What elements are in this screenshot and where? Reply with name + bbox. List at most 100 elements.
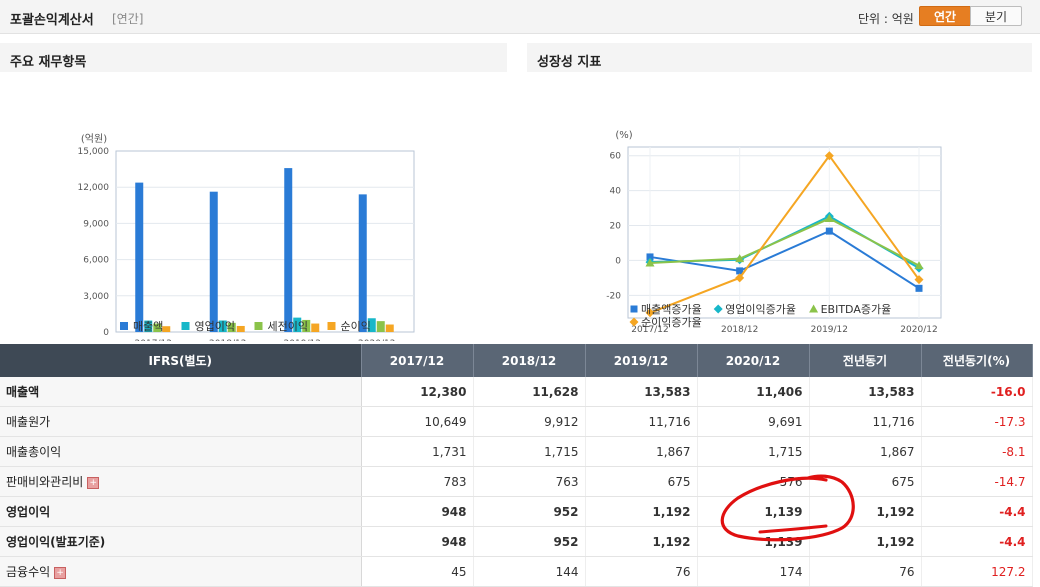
series-line-EBITDA증가율	[649, 217, 920, 267]
y-tick-label: 60	[610, 152, 622, 162]
table-cell: 952	[473, 526, 586, 557]
bar-영업이익	[144, 320, 153, 332]
table-cell: 1,192	[585, 526, 698, 557]
table-cell: 948	[361, 526, 474, 557]
table-cell: 127.2	[921, 556, 1033, 587]
table-cell: 13,583	[585, 377, 698, 407]
bar-매출액	[284, 168, 293, 332]
table-cell: 11,716	[809, 406, 922, 437]
table-cell: 11,716	[585, 406, 698, 437]
unit-label: 단위 : 억원	[858, 12, 914, 26]
data-point-EBITDA증가율	[735, 254, 745, 263]
x-tick-label: 2017/12	[135, 339, 172, 341]
bar-매출액	[209, 191, 218, 332]
table-cell: 952	[473, 496, 586, 527]
table-cell: -14.7	[921, 466, 1033, 497]
data-point-EBITDA증가율	[645, 258, 655, 267]
bar-세전이익	[153, 323, 162, 332]
row-label: 매출총이익	[0, 436, 362, 467]
bar-매출액	[135, 182, 144, 332]
series-line-매출액증가율	[649, 229, 920, 290]
x-tick-label: 2018/12	[721, 325, 758, 335]
data-point-매출액증가율	[825, 227, 833, 235]
header-label-column: IFRS(별도)	[0, 344, 362, 377]
table-cell: 10,649	[361, 406, 474, 437]
data-point-EBITDA증가율	[914, 261, 924, 270]
series-line-순이익증가율	[649, 154, 920, 314]
table-row: 영업이익(발표기준) 948 952 1,192 1,139 1,192 -4.4	[0, 526, 1033, 557]
bar-영업이익	[367, 318, 376, 332]
legend-swatch	[120, 322, 128, 330]
tab-annual[interactable]: 연간	[919, 6, 971, 26]
legend-marker	[630, 305, 638, 313]
legend-label: EBITDA증가율	[821, 303, 892, 316]
legend-marker	[809, 304, 819, 313]
panel-header: 성장성 지표	[527, 43, 1032, 72]
tab-quarterly[interactable]: 분기	[970, 6, 1022, 26]
data-point-순이익증가율	[735, 273, 745, 283]
column-header: 전년동기	[809, 344, 922, 377]
x-tick-label: 2019/12	[811, 325, 848, 335]
bar-매출액	[358, 194, 367, 332]
column-header: 2019/12	[585, 344, 698, 377]
y-tick-label: 20	[610, 222, 622, 232]
bar-순이익	[311, 323, 320, 332]
legend-label: 순이익증가율	[641, 316, 702, 329]
table-cell: 11,628	[473, 377, 586, 407]
y-tick-label: 0	[103, 328, 109, 338]
table-cell: 1,715	[473, 436, 586, 467]
y-axis-label: (억원)	[81, 133, 107, 145]
bar-순이익	[236, 325, 245, 332]
table-cell: -17.3	[921, 406, 1033, 437]
table-cell: -8.1	[921, 436, 1033, 467]
panel-header: 주요 재무항목	[0, 43, 507, 72]
x-tick-label: 2020/12	[358, 339, 395, 341]
table-cell: 9,912	[473, 406, 586, 437]
y-tick-label: 3,000	[83, 292, 109, 302]
column-header: 2017/12	[361, 344, 474, 377]
bar-세전이익	[227, 322, 236, 332]
period-subtitle: [연간]	[112, 12, 144, 26]
legend-marker	[629, 317, 639, 327]
expand-plus-icon[interactable]: +	[87, 476, 100, 489]
table-row: 금융수익 +45 144 76 174 76 127.2	[0, 556, 1033, 587]
y-tick-label: -20	[606, 291, 621, 301]
table-cell: 1,192	[809, 526, 922, 557]
plot-area	[627, 146, 942, 319]
legend-label: 순이익	[341, 320, 371, 333]
key-financials-panel: 주요 재무항목 15,000 12,000 9,000 6,000 3,000 0 (억원)…	[0, 43, 507, 341]
table-row: 매출원가 10,649 9,912 11,716 9,691 11,716 -17.3	[0, 406, 1033, 437]
column-header: 2018/12	[473, 344, 586, 377]
y-tick-label: 0	[615, 256, 621, 266]
table-cell: -16.0	[921, 377, 1033, 407]
table-cell: 1,867	[585, 436, 698, 467]
table-cell: 675	[585, 466, 698, 497]
table-cell: -4.4	[921, 496, 1033, 527]
row-label[interactable]: 판매비와관리비 +	[0, 466, 362, 497]
table-cell: 1,867	[809, 436, 922, 467]
bar-영업이익	[218, 320, 227, 332]
table-cell: 174	[697, 556, 810, 587]
table-cell: 76	[809, 556, 922, 587]
table-cell: 76	[585, 556, 698, 587]
y-tick-label: 12,000	[78, 183, 110, 193]
line-chart: 60 40 20 0 -20 (%) 2017/12 2018/12 2019/12 2020/1…	[606, 130, 942, 335]
legend-label: 매출액증가율	[641, 303, 702, 316]
row-label[interactable]: 금융수익 +	[0, 556, 362, 587]
x-tick-label: 2020/12	[900, 325, 937, 335]
table-cell: 675	[809, 466, 922, 497]
bar-순이익	[385, 324, 394, 332]
bar-영업이익	[293, 317, 302, 332]
table-cell: 1,139	[697, 526, 810, 557]
legend-swatch	[254, 322, 263, 330]
bar-순이익	[162, 326, 171, 332]
x-tick-label: 2017/12	[631, 325, 668, 335]
data-point-매출액증가율	[915, 284, 923, 292]
y-axis-label: (%)	[615, 130, 632, 141]
bar-세전이익	[376, 321, 385, 332]
data-point-매출액증가율	[646, 253, 654, 261]
y-tick-label: 15,000	[78, 147, 110, 157]
data-point-순이익증가율	[645, 308, 655, 318]
row-label: 영업이익(발표기준)	[0, 526, 362, 557]
expand-plus-icon[interactable]: +	[54, 566, 67, 579]
